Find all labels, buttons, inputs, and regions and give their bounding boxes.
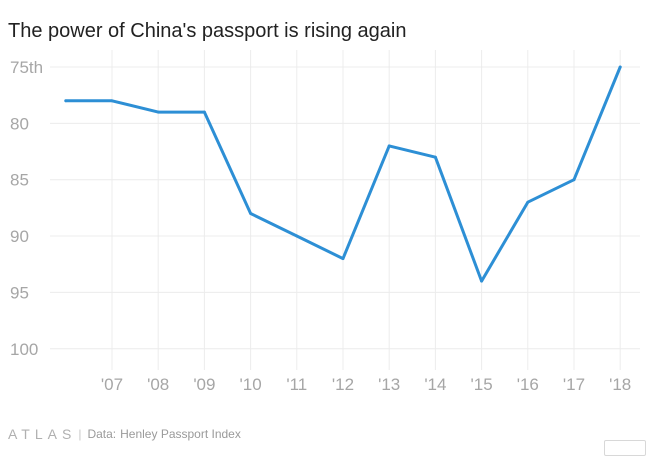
x-tick-label: '09 (193, 375, 215, 394)
data-point (526, 200, 530, 204)
data-point (341, 257, 345, 260)
corner-control[interactable] (604, 440, 646, 456)
data-point (572, 178, 576, 182)
source-label: Data: (87, 427, 117, 441)
y-tick-label: 100 (10, 340, 38, 359)
footer: ATLAS | Data: Henley Passport Index (8, 426, 241, 442)
y-tick-label: 90 (10, 227, 29, 246)
source-text: Henley Passport Index (120, 427, 241, 441)
y-tick-label: 75th (10, 58, 43, 77)
chart-title: The power of China's passport is rising … (8, 20, 407, 42)
x-tick-label: '16 (517, 375, 539, 394)
x-tick-label: '12 (332, 375, 354, 394)
x-tick-label: '07 (101, 375, 123, 394)
data-point (203, 110, 206, 114)
data-point (387, 144, 391, 148)
y-tick-label: 85 (10, 171, 29, 190)
data-point (156, 110, 160, 114)
x-tick-label: '08 (147, 375, 169, 394)
data-point (64, 99, 68, 103)
brand-logo: ATLAS (8, 426, 77, 442)
data-point (249, 212, 253, 215)
data-point (480, 279, 483, 283)
data-point (618, 65, 622, 69)
y-tick-label: 95 (10, 283, 29, 302)
x-tick-label: '15 (471, 375, 493, 394)
data-point (110, 99, 114, 103)
x-tick-label: '18 (609, 375, 631, 394)
y-tick-label: 80 (10, 114, 29, 133)
x-tick-label: '10 (240, 375, 262, 394)
x-tick-label: '13 (378, 375, 400, 394)
x-tick-label: '17 (563, 375, 585, 394)
x-tick-label: '11 (286, 375, 307, 394)
data-point (295, 234, 299, 238)
data-point (434, 155, 437, 159)
footer-separator: | (78, 427, 82, 441)
x-tick-label: '14 (424, 375, 446, 394)
